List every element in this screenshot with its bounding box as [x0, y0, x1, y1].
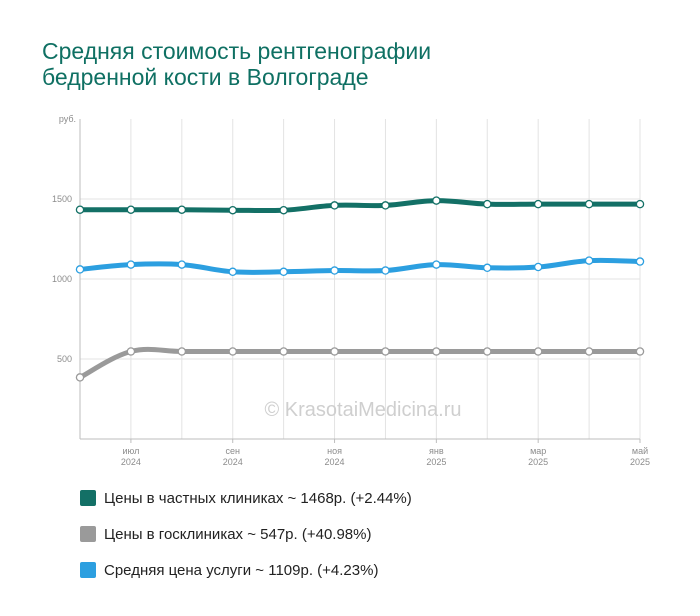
data-point-private — [177, 205, 187, 214]
data-point-private — [635, 199, 645, 209]
legend-label-public: Цены в госклиниках ~ 547р. (+40.98%) — [104, 525, 372, 543]
x-tick-label-month: май — [632, 446, 648, 456]
legend-swatch-public — [80, 526, 96, 542]
x-tick-label-month: мар — [530, 446, 546, 456]
data-point-public — [533, 347, 543, 356]
y-tick-label: 1000 — [52, 274, 72, 284]
legend-swatch-average — [80, 562, 96, 578]
data-point-public — [381, 347, 390, 356]
data-point-public — [330, 347, 339, 356]
data-point-average — [177, 260, 187, 269]
data-point-private — [533, 199, 543, 209]
data-point-average — [381, 266, 390, 275]
data-point-average — [330, 266, 339, 275]
data-point-private — [126, 205, 136, 214]
x-tick-label-year: 2025 — [426, 457, 446, 467]
chart-title-line-2: бедренной кости в Волгограде — [42, 64, 369, 90]
x-tick-label-year: 2024 — [325, 457, 345, 467]
x-tick-label-year: 2024 — [223, 457, 243, 467]
y-tick-label: 1500 — [52, 194, 72, 204]
data-point-public — [177, 347, 187, 356]
x-tick-label-year: 2025 — [528, 457, 548, 467]
legend-item-public[interactable]: Цены в госклиниках ~ 547р. (+40.98%) — [80, 524, 412, 544]
legend-label-private: Цены в частных клиниках ~ 1468р. (+2.44%… — [104, 489, 412, 507]
data-point-average — [279, 267, 288, 277]
data-point-private — [381, 201, 390, 210]
data-point-average — [635, 257, 645, 266]
legend-swatch-private — [80, 490, 96, 506]
data-point-private — [75, 205, 85, 214]
x-tick-label-year: 2025 — [630, 457, 650, 467]
x-tick-label-month: июл — [122, 446, 139, 456]
data-point-private — [483, 199, 492, 209]
x-tick-label-month: сен — [225, 446, 240, 456]
data-point-public — [126, 347, 136, 356]
data-point-average — [483, 263, 492, 273]
legend-item-average[interactable]: Средняя цена услуги ~ 1109р. (+4.23%) — [80, 560, 412, 580]
data-point-private — [584, 199, 594, 209]
data-point-public — [228, 347, 237, 356]
series-line-public — [77, 346, 643, 380]
data-point-private — [228, 205, 237, 215]
data-point-average — [432, 260, 441, 269]
data-point-private — [432, 196, 441, 205]
chart-title: Средняя стоимость рентгенографии бедренн… — [42, 38, 602, 90]
series-line-private — [77, 198, 643, 214]
data-point-average — [533, 262, 543, 272]
chart-title-line-1: Средняя стоимость рентгенографии — [42, 38, 432, 64]
data-point-public — [75, 373, 85, 382]
x-tick-label-year: 2024 — [121, 457, 141, 467]
data-point-average — [75, 265, 85, 274]
legend-item-private[interactable]: Цены в частных клиниках ~ 1468р. (+2.44%… — [80, 488, 412, 508]
data-point-public — [635, 347, 645, 356]
y-tick-label: 500 — [57, 354, 72, 364]
data-point-average — [584, 256, 594, 265]
y-axis-unit-label: руб. — [59, 114, 76, 124]
data-point-public — [483, 347, 492, 356]
series-line-average — [77, 257, 643, 275]
data-point-average — [228, 267, 237, 277]
x-tick-label-month: ноя — [327, 446, 342, 456]
data-point-public — [584, 347, 594, 356]
legend-label-average: Средняя цена услуги ~ 1109р. (+4.23%) — [104, 561, 379, 579]
data-point-private — [279, 205, 288, 215]
data-point-average — [126, 260, 136, 269]
x-tick-label-month: янв — [429, 446, 444, 456]
watermark-text: © KrasotaiMedicina.ru — [264, 399, 461, 421]
data-point-public — [432, 347, 441, 356]
data-point-private — [330, 201, 339, 210]
legend: Цены в частных клиниках ~ 1468р. (+2.44%… — [80, 488, 412, 596]
data-point-public — [279, 347, 288, 356]
